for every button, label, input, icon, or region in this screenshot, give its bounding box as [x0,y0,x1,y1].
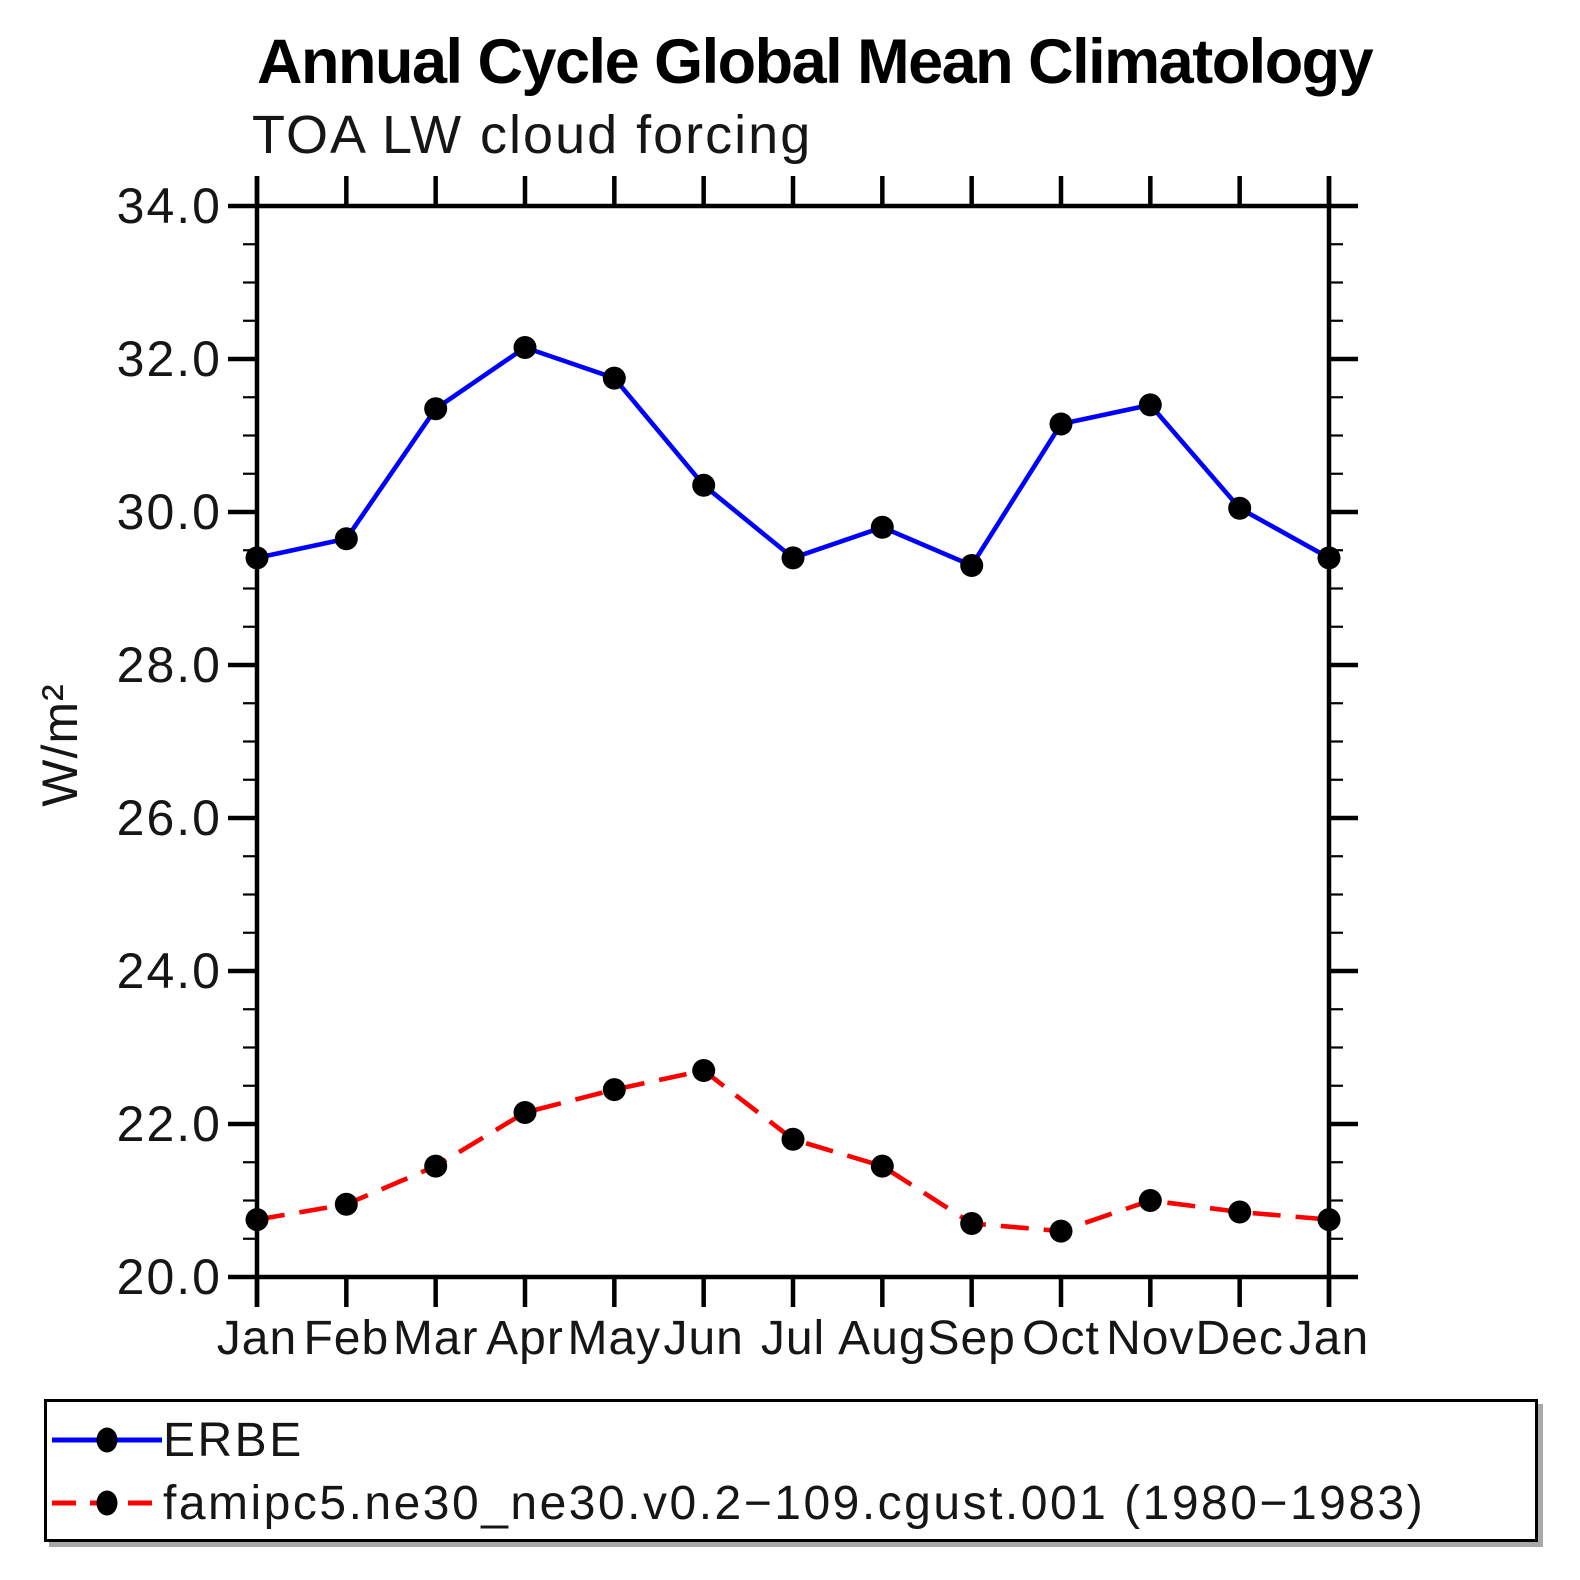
x-tick-label: Aug [838,1312,927,1365]
erbe-data-point [424,397,448,421]
legend-label-erbe: ERBE [163,1413,304,1467]
model-data-point [1317,1208,1341,1232]
erbe-data-point [245,546,269,570]
model-data-point [602,1078,626,1102]
y-tick-label: 32.0 [116,331,222,387]
model-data-point [1049,1219,1073,1243]
model-data-point [334,1192,358,1216]
model-data-point [424,1154,448,1178]
y-tick-label: 26.0 [116,790,222,846]
y-tick-label: 20.0 [116,1249,222,1305]
y-tick-label: 22.0 [116,1096,222,1152]
erbe-data-point [513,336,537,359]
model-data-point [1138,1189,1162,1212]
model-data-point [692,1059,716,1082]
x-tick-label: Oct [1022,1312,1100,1365]
x-tick-label: Mar [392,1312,479,1365]
x-tick-label: Jun [663,1312,744,1365]
y-tick-label: 30.0 [116,484,222,540]
x-tick-label: Jan [216,1312,298,1365]
model-data-point [1228,1200,1252,1224]
erbe-data-point [334,527,358,551]
model-data-point [781,1127,805,1151]
model-data-point [245,1208,269,1232]
y-tick-label: 34.0 [116,178,222,234]
y-tick-label: 24.0 [116,943,222,999]
erbe-data-point [1049,412,1073,436]
x-tick-label: May [567,1312,662,1365]
model-data-point [513,1101,537,1124]
erbe-data-point [1228,496,1252,520]
erbe-line [256,345,1331,568]
x-tick-label: Sep [927,1312,1016,1365]
x-tick-label: Jan [1288,1312,1370,1365]
erbe-data-point [1138,393,1162,417]
x-tick-label: Apr [486,1312,564,1365]
legend-row-erbe: ERBE [47,1408,1535,1472]
erbe-legend-marker [96,1427,118,1453]
legend-label-model: famipc5.ne30_ne30.v0.2−109.cgust.001 (19… [163,1476,1426,1530]
erbe-data-point [870,515,894,539]
x-tick-label: Jul [760,1312,826,1365]
erbe-data-point [692,473,716,497]
erbe-data-point [781,546,805,570]
y-tick-label: 28.0 [116,637,222,693]
model-data-point [960,1212,984,1235]
model-legend-marker [96,1490,118,1516]
chart-subtitle: TOA LW cloud forcing [252,105,813,165]
legend-row-model: famipc5.ne30_ne30.v0.2−109.cgust.001 (19… [47,1471,1535,1535]
legend: ERBE famipc5.ne30_ne30.v0.2−109.cgust.00… [44,1399,1538,1542]
chart-title: Annual Cycle Global Mean Climatology [257,27,1374,97]
model-legend-sample-line [52,1490,162,1516]
model-data-point [870,1154,894,1178]
erbe-data-point [602,366,626,390]
x-tick-label: Nov [1106,1312,1195,1365]
x-tick-label: Dec [1195,1312,1284,1365]
erbe-data-point [1317,546,1341,570]
erbe-legend-sample-line [52,1427,162,1453]
erbe-data-point [960,554,984,577]
x-tick-label: Feb [303,1312,390,1365]
